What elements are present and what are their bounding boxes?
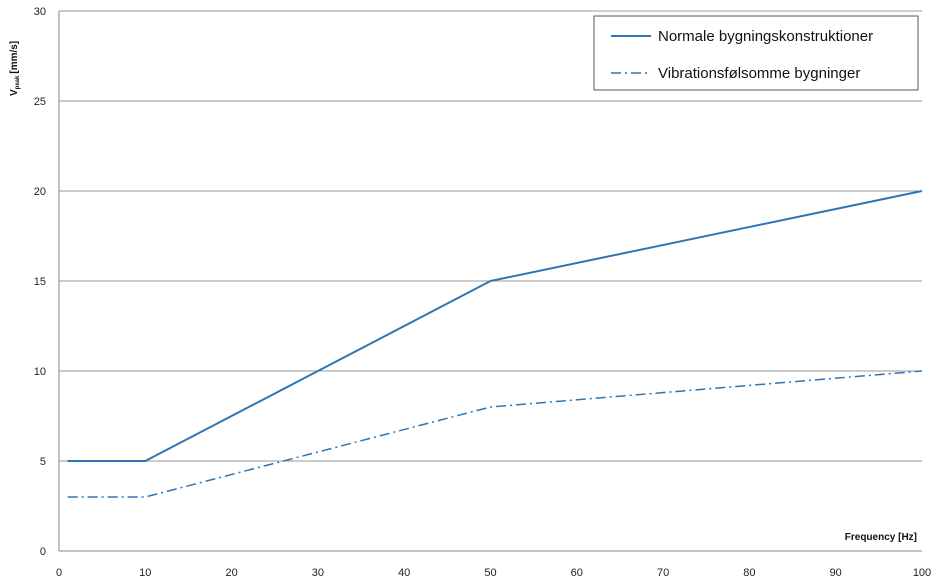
y-axis-title: Vpeak[mm/s] (9, 41, 21, 96)
y-tick-labels: 0 5 10 15 20 25 30 (34, 6, 46, 558)
series-lines (67, 190, 923, 498)
legend: Normale bygningskonstruktioner Vibration… (593, 15, 919, 91)
x-axis-title: Frequency [Hz] (845, 532, 917, 543)
y-tick-label: 20 (34, 186, 46, 198)
legend-label-vibration: Vibrationsfølsomme bygninger (658, 65, 860, 82)
x-tick-label: 0 (56, 567, 62, 579)
y-tick-label: 15 (34, 276, 46, 288)
y-tick-label: 30 (34, 6, 46, 18)
legend-label-normale: Normale bygningskonstruktioner (658, 28, 873, 45)
y-tick-label: 5 (40, 456, 46, 468)
axes (58, 11, 922, 552)
x-tick-label: 50 (484, 567, 496, 579)
x-tick-labels: 0 10 20 30 40 50 60 70 80 90 100 (56, 567, 931, 579)
x-tick-label: 20 (225, 567, 237, 579)
y-axis-title-subscript: peak (15, 75, 21, 89)
x-tick-label: 70 (657, 567, 669, 579)
x-tick-label: 90 (830, 567, 842, 579)
y-axis-title-symbol: V (9, 89, 20, 96)
x-tick-label: 100 (913, 567, 931, 579)
x-tick-label: 30 (312, 567, 324, 579)
y-tick-label: 25 (34, 96, 46, 108)
x-tick-label: 10 (139, 567, 151, 579)
legend-box (593, 15, 919, 91)
x-tick-label: 80 (743, 567, 755, 579)
x-tick-label: 40 (398, 567, 410, 579)
x-tick-label: 60 (571, 567, 583, 579)
y-tick-label: 0 (40, 546, 46, 558)
y-tick-label: 10 (34, 366, 46, 378)
y-axis-title-unit: [mm/s] (9, 41, 20, 74)
series-line-0 (67, 190, 923, 462)
